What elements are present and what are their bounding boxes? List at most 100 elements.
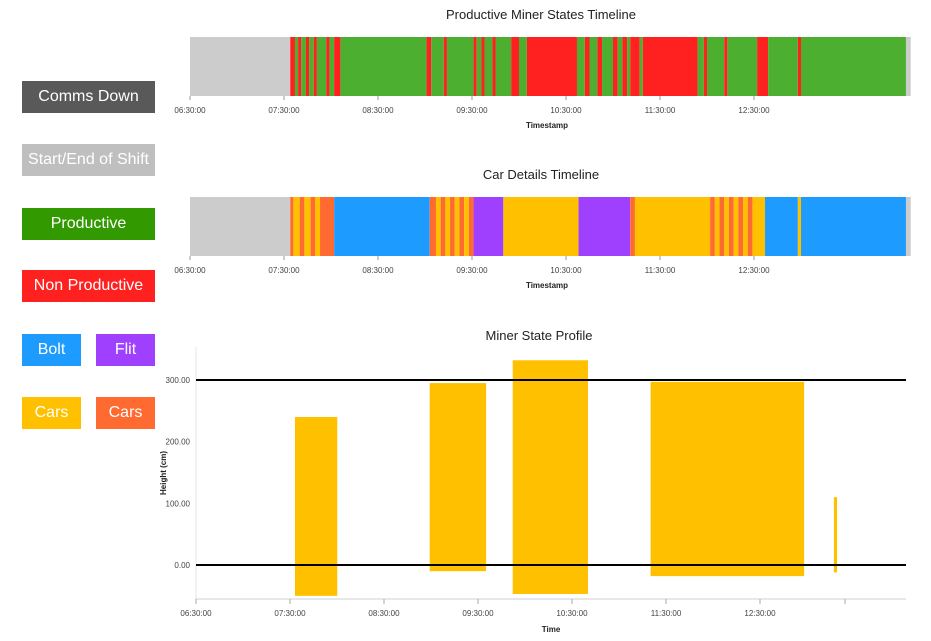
profile-y-ticks: 0.00 100.00 200.00 300.00 [166, 376, 191, 570]
timeline-2-segment [764, 197, 798, 256]
timeline-1-segment [697, 37, 704, 96]
timeline-2-segment [743, 197, 748, 256]
profile-bar [833, 497, 838, 573]
timeline-1-tick-label: 08:30:00 [362, 106, 394, 115]
timeline-2-segment [747, 197, 753, 256]
timeline-2-xlabel: Timestamp [526, 281, 568, 290]
timeline-2-segment [293, 197, 300, 256]
timeline-1-segment [519, 37, 527, 96]
timeline-2-segment [801, 197, 906, 256]
timeline-1-segment [326, 37, 330, 96]
timeline-1-segment [801, 37, 906, 96]
timeline-1-segment [316, 37, 327, 96]
profile-x-tick-label: 11:30:00 [651, 609, 682, 618]
timeline-1-segment [589, 37, 598, 96]
timeline-1-segment [484, 37, 493, 96]
timeline-1-x-ticks: 06:30:00 07:30:00 08:30:00 09:30:00 10:30:00… [174, 96, 770, 115]
timeline-2-tick-label: 09:30:00 [456, 266, 488, 275]
timeline-2-segment [714, 197, 720, 256]
timeline-1-title: Productive Miner States Timeline [446, 7, 636, 22]
car-details-timeline: Car Details Timeline 06:30:00 07:30:00 08:… [174, 167, 911, 290]
profile-x-tick-label: 06:30:00 [180, 609, 212, 618]
timeline-1-segment [329, 37, 335, 96]
timeline-2-tick-label: 07:30:00 [268, 266, 300, 275]
timeline-1-tick-label: 12:30:00 [738, 106, 770, 115]
timeline-2-segment [473, 197, 504, 256]
timeline-2-segment [304, 197, 311, 256]
timeline-2-tick-label: 10:30:00 [550, 266, 582, 275]
timeline-2-segment [440, 197, 446, 256]
timeline-1-segment [602, 37, 613, 96]
timeline-2-segment [190, 197, 291, 256]
timeline-1-segment [190, 37, 291, 96]
timeline-1-tick-label: 11:30:00 [645, 106, 676, 115]
timeline-2-segment [634, 197, 711, 256]
profile-x-tick-label: 08:30:00 [368, 609, 400, 618]
timeline-1-segment [768, 37, 798, 96]
timeline-2-segment [310, 197, 316, 256]
timeline-1-tick-label: 10:30:00 [550, 106, 582, 115]
profile-bar [294, 417, 338, 596]
profile-title: Miner State Profile [486, 328, 593, 343]
timeline-1-segment [576, 37, 585, 96]
legend-productive: Productive [22, 208, 155, 240]
profile-reference-lines [196, 379, 906, 566]
timeline-2-segment [334, 197, 430, 256]
profile-y-tick-label: 0.00 [174, 561, 190, 570]
timeline-2-segment [454, 197, 460, 256]
profile-x-tick-label: 12:30:00 [744, 609, 776, 618]
timeline-1-segment [309, 37, 314, 96]
timeline-1-segment [727, 37, 758, 96]
timeline-1-segment [446, 37, 474, 96]
timeline-1-segment [473, 37, 477, 96]
profile-x-tick-label: 07:30:00 [274, 609, 306, 618]
timeline-1-segment [797, 37, 801, 96]
timeline-2-tick-label: 08:30:00 [362, 266, 394, 275]
timeline-1-segment [340, 37, 427, 96]
timeline-2-segment [905, 197, 911, 256]
timeline-2-tick-label: 11:30:00 [645, 266, 676, 275]
legend-flit: Flit [96, 334, 155, 366]
miner-state-profile: Miner State Profile 0.00 100.00 200.00 300.… [159, 328, 906, 634]
timeline-1-tick-label: 09:30:00 [456, 106, 488, 115]
timeline-2-segment [724, 197, 729, 256]
timeline-1-segment [707, 37, 725, 96]
timeline-1-segment [476, 37, 482, 96]
timeline-1-segment [334, 37, 341, 96]
timeline-1-segment [481, 37, 485, 96]
timeline-1-segment [613, 37, 618, 96]
timeline-2-segment [435, 197, 441, 256]
legend-non-productive: Non Productive [22, 270, 155, 302]
timeline-2-segment [752, 197, 765, 256]
profile-x-ticks: 06:30:00 07:30:00 08:30:00 09:30:00 10:30:00… [180, 599, 846, 618]
legend-comms-down: Comms Down [22, 81, 155, 113]
timeline-1-segment [443, 37, 447, 96]
productive-states-timeline: Productive Miner States Timeline 06:30:0… [174, 7, 911, 130]
legend-start-end-of-shift: Start/End of Shift [22, 144, 155, 176]
timeline-1-segment [313, 37, 317, 96]
timeline-1-segment [724, 37, 728, 96]
timeline-1-segment [495, 37, 512, 96]
timeline-1-segment [627, 37, 631, 96]
timeline-1-segment [703, 37, 707, 96]
profile-x-tick-label: 09:30:00 [462, 609, 494, 618]
timeline-1-xlabel: Timestamp [526, 121, 568, 130]
timeline-2-tick-label: 06:30:00 [174, 266, 206, 275]
profile-y-tick-label: 200.00 [166, 438, 191, 447]
legend-cars-yellow: Cars [22, 397, 81, 429]
timeline-2-tick-label: 12:30:00 [738, 266, 770, 275]
profile-y-tick-label: 100.00 [166, 499, 191, 508]
timeline-1-segment [305, 37, 310, 96]
timeline-2-segment [728, 197, 734, 256]
timeline-2-segment [320, 197, 335, 256]
timeline-2-segment [290, 197, 294, 256]
timeline-1-segment [511, 37, 519, 96]
timeline-2-segment [450, 197, 455, 256]
timeline-2-x-ticks: 06:30:00 07:30:00 08:30:00 09:30:00 10:30:00… [174, 256, 770, 275]
timeline-2-segment [503, 197, 579, 256]
timeline-2-segment [578, 197, 631, 256]
timeline-1-segment [301, 37, 306, 96]
profile-y-tick-label: 300.00 [166, 376, 191, 385]
timeline-2-segment [719, 197, 725, 256]
